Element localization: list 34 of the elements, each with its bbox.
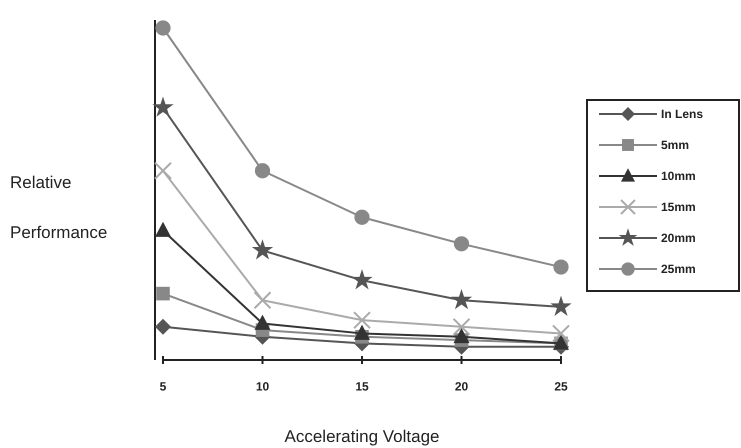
point [552,324,570,342]
point [354,324,370,340]
x-tick-label: 25 [554,380,568,394]
point [452,318,470,336]
legend-label: 25mm [661,262,696,276]
x-tick-label: 5 [160,380,167,394]
x-tick-label: 20 [454,380,468,394]
text: Relative Performance [10,173,108,242]
point [155,222,171,237]
legend-label: 5mm [661,138,690,152]
point [454,236,470,252]
x-tick-label: 15 [355,380,369,394]
point [152,96,174,117]
point [155,20,171,36]
point [254,163,270,178]
point [454,328,470,344]
x-axis-title: Accelerating Voltage [284,427,440,446]
point [254,291,272,310]
point [550,296,572,316]
legend-label: 10mm [661,169,696,183]
point [252,239,274,260]
point [553,259,569,275]
point [450,289,472,310]
point [154,162,172,180]
point [156,286,170,300]
point [353,311,371,330]
point [354,210,370,225]
legend-label: 20mm [661,231,696,245]
x-tick-label: 10 [256,380,270,394]
point [351,269,373,290]
legend-label: In Lens [661,107,704,121]
point [155,318,171,335]
legend-label: 15mm [661,200,696,214]
point [254,314,270,330]
